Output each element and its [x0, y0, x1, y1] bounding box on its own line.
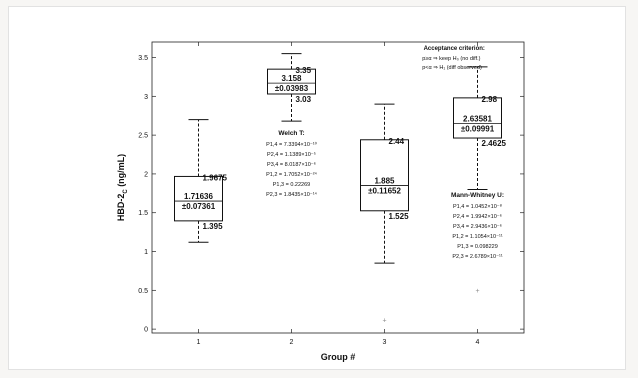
- group-1-q3-label: 1.9675: [203, 173, 228, 182]
- y-tick-label: 2.5: [138, 133, 148, 140]
- x-axis-label: Group #: [321, 352, 356, 362]
- mann-line: P3,4 = 2.9436×10⁻⁶: [453, 223, 502, 230]
- group-2-q1-label: 3.03: [296, 95, 312, 104]
- group-4-q1-label: 2.4625: [482, 139, 507, 148]
- group-3-mean-label: 1.885: [374, 177, 395, 186]
- group-3-sd-label: ±0.11652: [368, 187, 401, 196]
- welch-line: P1,4 = 7.3394×10⁻¹⁰: [266, 141, 317, 148]
- y-tick-label: 1.5: [138, 210, 148, 217]
- group-3-q3-label: 2.44: [389, 137, 405, 146]
- group-1-box: [174, 175, 223, 222]
- welch-line: P2,3 = 1.8435×10⁻¹⁴: [266, 191, 317, 198]
- x-tick-label: 2: [290, 339, 294, 346]
- y-tick-label: 0.5: [138, 288, 148, 295]
- y-tick-label: 2: [144, 171, 148, 178]
- welch-title: Welch T:: [278, 130, 304, 137]
- group-2-q3-label: 3.35: [296, 66, 312, 75]
- group-2-mean-label: 3.158: [281, 74, 302, 83]
- y-tick-label: 0: [144, 327, 148, 334]
- y-axis-label: HBD-2C (ng/mL): [116, 154, 129, 221]
- mann-title: Mann-Whitney U:: [451, 192, 504, 199]
- criterion-line: p≥α ⇒ keep H₀ (no diff.): [422, 56, 480, 62]
- group-1-mean-label: 1.71636: [184, 192, 213, 201]
- welch-line: P3,4 = 8.0187×10⁻⁶: [267, 161, 316, 168]
- group-1-sd-label: ±0.07361: [182, 202, 216, 211]
- group-4-box: [453, 97, 502, 139]
- mann-line: P2,4 = 1.9942×10⁻⁶: [453, 213, 502, 220]
- group-4-q3-label: 2.98: [482, 95, 498, 104]
- welch-line: P1,2 = 1.7052×10⁻²⁴: [266, 171, 317, 178]
- group-4-sd-label: ±0.09991: [461, 124, 495, 133]
- mann-line: P1,3 = 0.098229: [457, 244, 498, 250]
- welch-line: P1,3 = 0.22269: [273, 182, 310, 188]
- x-tick-label: 3: [383, 339, 387, 346]
- group-4-mean-label: 2.63581: [463, 114, 492, 123]
- group-3-box: [360, 139, 409, 212]
- group-4-outlier: +: [475, 288, 479, 295]
- mann-line: P1,4 = 1.0452×10⁻⁸: [453, 203, 502, 210]
- group-3-outlier: +: [382, 317, 386, 324]
- group-1-q1-label: 1.395: [203, 222, 224, 231]
- x-tick-label: 1: [197, 339, 201, 346]
- y-tick-label: 3: [144, 94, 148, 101]
- y-tick-label: 3.5: [138, 55, 148, 62]
- criterion-title: Acceptance criterion:: [424, 46, 485, 52]
- group-2-box: [267, 68, 316, 95]
- mann-line: P2,3 = 2.6789×10⁻¹¹: [452, 254, 502, 260]
- group-2-sd-label: ±0.03983: [275, 84, 309, 93]
- group-3-q1-label: 1.525: [389, 212, 410, 221]
- figure-frame: [8, 6, 626, 370]
- y-tick-label: 1: [144, 249, 148, 256]
- mann-line: P1,2 = 1.1054×10⁻¹¹: [452, 234, 502, 240]
- plot-area-border: [151, 41, 525, 334]
- x-tick-label: 4: [476, 339, 480, 346]
- criterion-line: p<α ⇒ H₁ (diff observed): [422, 65, 482, 71]
- welch-line: P2,4 = 1.1389×10⁻⁵: [267, 151, 316, 158]
